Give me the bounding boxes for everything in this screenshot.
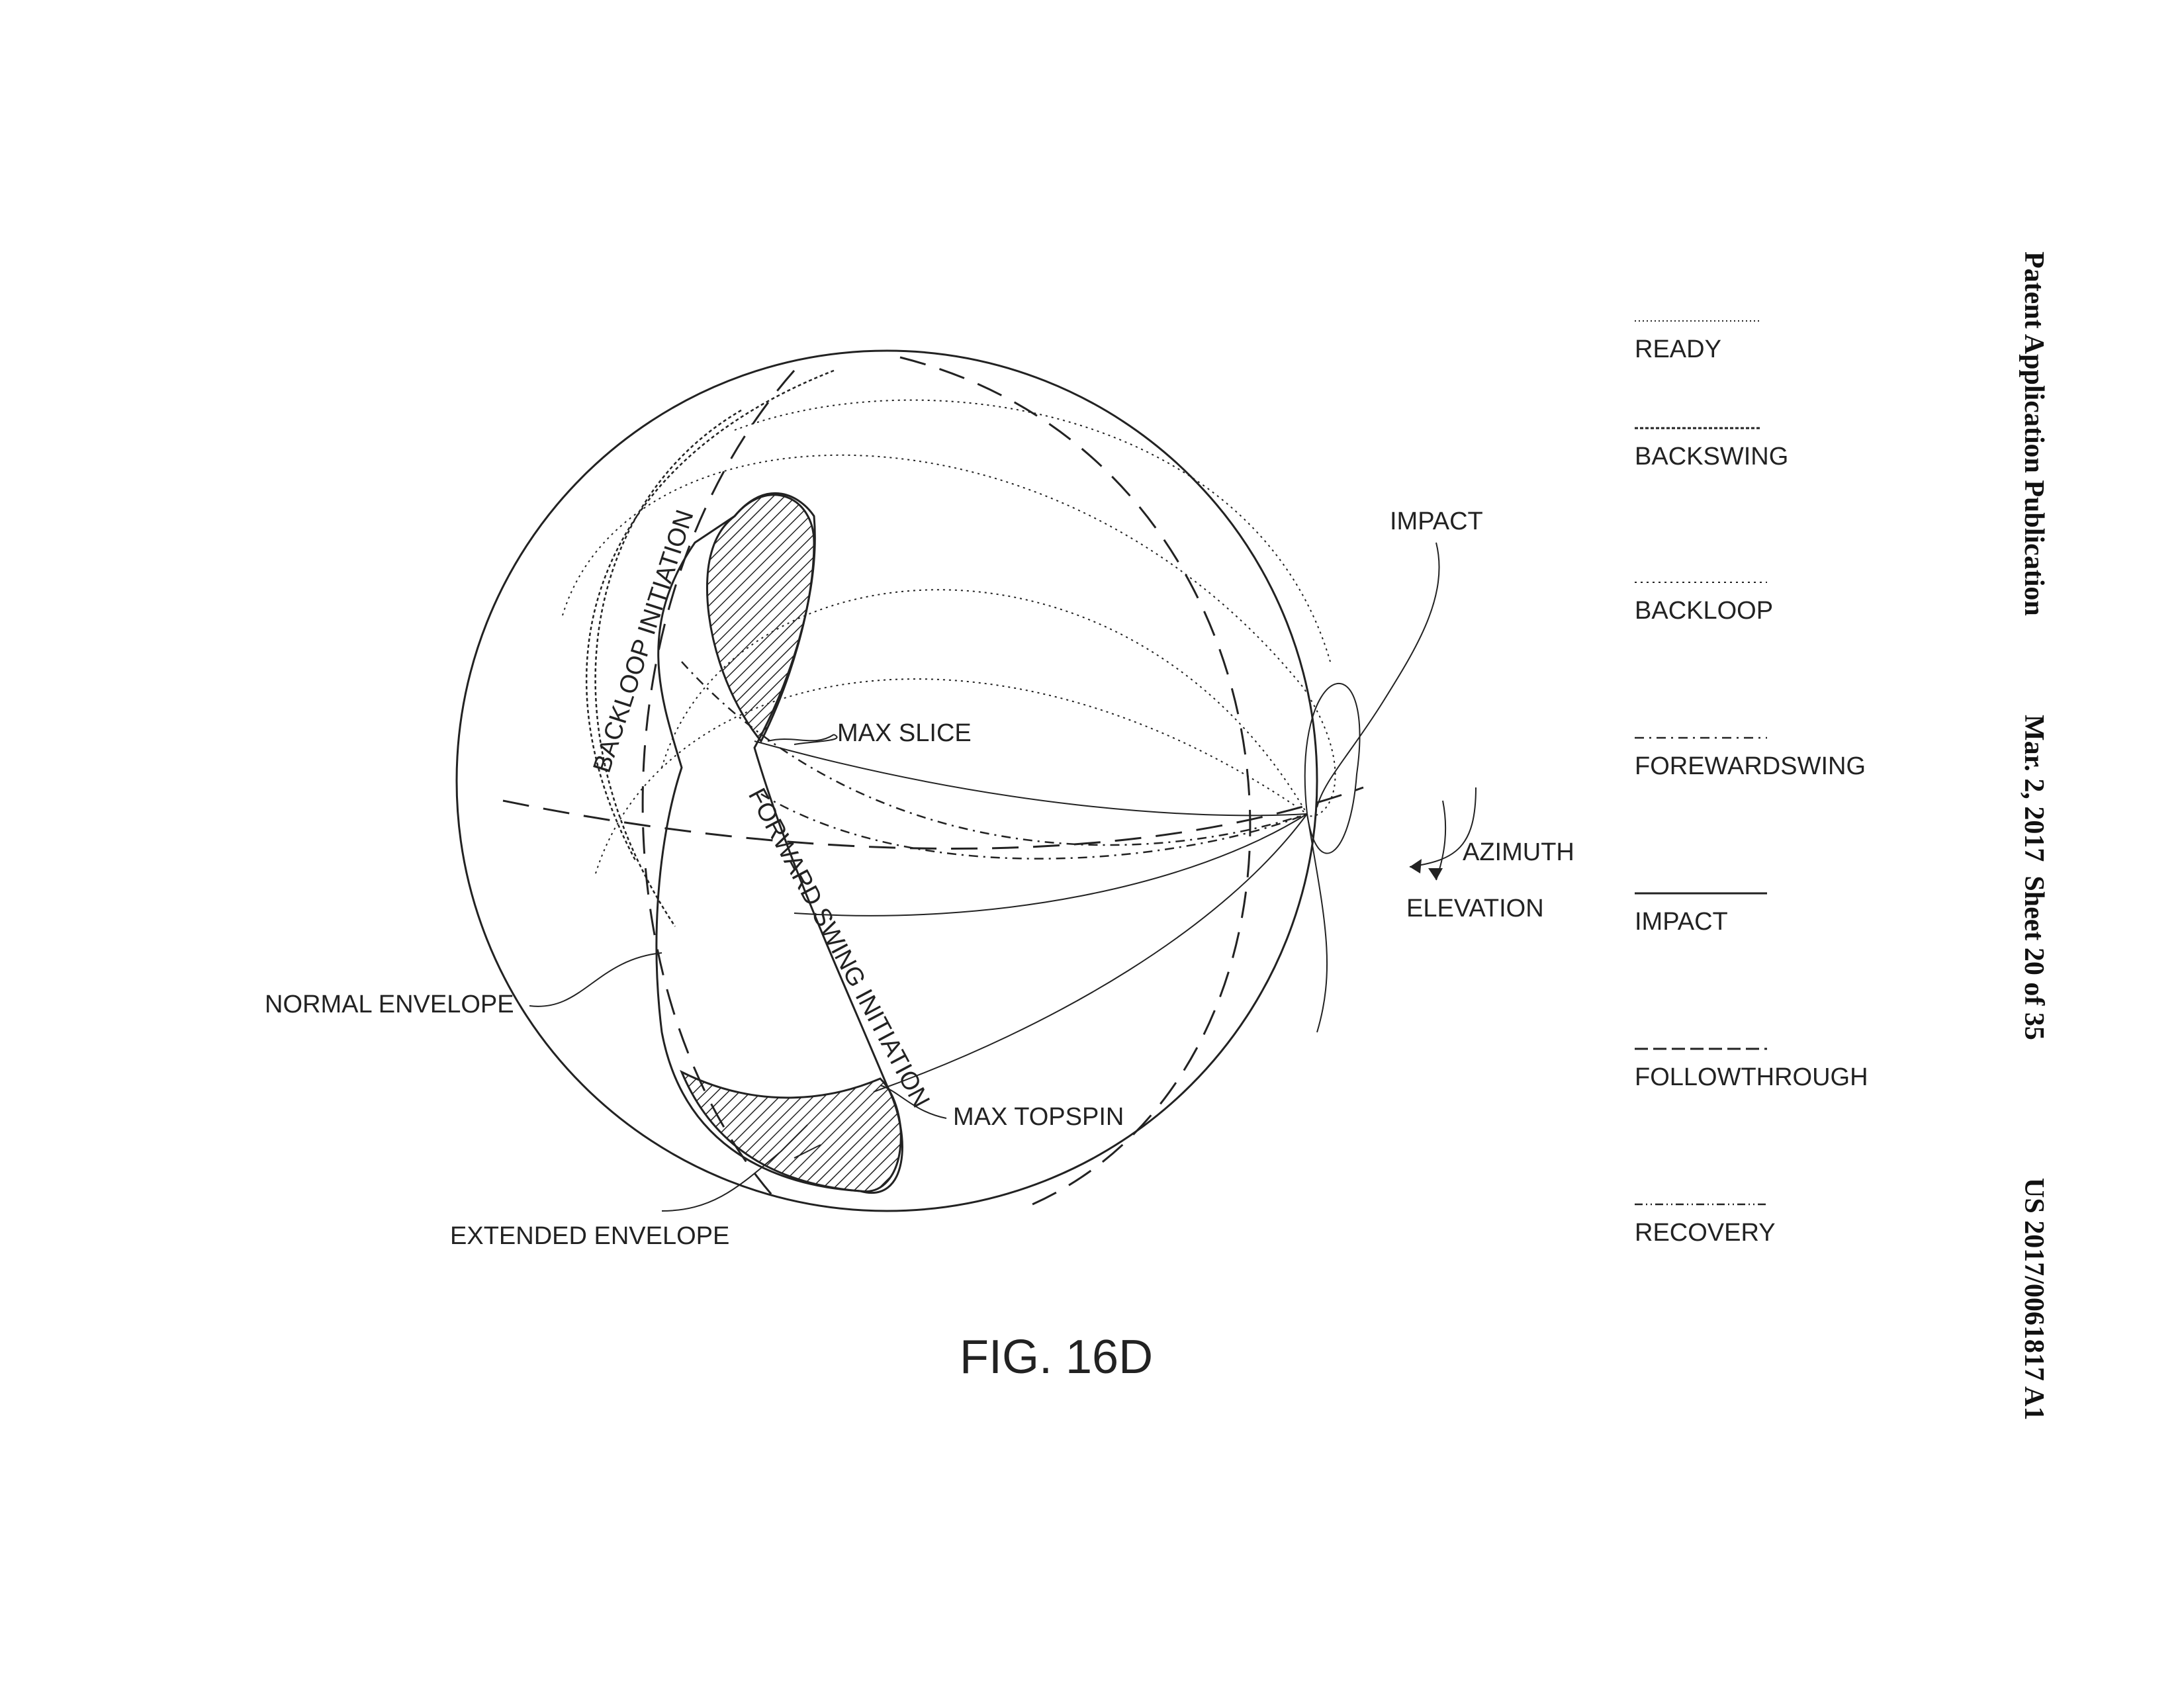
label-max-topspin: MAX TOPSPIN xyxy=(953,1103,1124,1131)
leader-max-slice xyxy=(768,735,834,741)
trajectory-impact-1 xyxy=(754,741,1307,815)
legend-label-recovery: RECOVERY xyxy=(1635,1219,1776,1247)
trajectory-backloop-3 xyxy=(735,400,1330,662)
trajectory-followthrough xyxy=(874,814,1307,1092)
trajectory-backswing-2 xyxy=(596,410,741,926)
legend: READY BACKSWING BACKLOOP FOREWARDSWING I… xyxy=(1635,321,1868,1247)
legend-item-forewardswing: FOREWARDSWING xyxy=(1635,738,1866,780)
legend-label-backloop: BACKLOOP xyxy=(1635,597,1773,625)
legend-item-recovery: RECOVERY xyxy=(1635,1204,1776,1247)
impact-loop xyxy=(1305,684,1360,854)
label-extended-envelope: EXTENDED ENVELOPE xyxy=(450,1222,729,1250)
label-max-slice: MAX SLICE xyxy=(837,719,972,747)
max-topspin-region xyxy=(682,1072,901,1192)
swing-sphere-diagram xyxy=(457,351,1476,1211)
legend-label-ready: READY xyxy=(1635,335,1721,363)
date-sheet: Mar. 2, 2017 Sheet 20 of 35 xyxy=(2019,715,2049,1040)
legend-item-followthrough: FOLLOWTHROUGH xyxy=(1635,1049,1868,1091)
sphere-outline xyxy=(457,351,1317,1211)
label-impact: IMPACT xyxy=(1390,508,1483,535)
legend-item-impact: IMPACT xyxy=(1635,893,1767,936)
legend-item-backswing: BACKSWING xyxy=(1635,428,1788,470)
figure-caption: FIG. 16D xyxy=(960,1331,1153,1384)
label-forward-swing-initiation: FORWARD SWING INITIATION xyxy=(743,784,934,1112)
elevation-arrowhead xyxy=(1428,868,1443,880)
legend-item-backloop: BACKLOOP xyxy=(1635,582,1773,625)
equator-dashed xyxy=(503,787,1363,849)
legend-label-impact: IMPACT xyxy=(1635,908,1728,936)
trajectory-backloop-1 xyxy=(596,679,1307,873)
label-normal-envelope: NORMAL ENVELOPE xyxy=(265,991,514,1018)
publication-title: Patent Application Publication xyxy=(2019,251,2049,616)
azimuth-arrowhead xyxy=(1410,859,1422,873)
legend-item-ready: READY xyxy=(1635,321,1760,363)
label-azimuth: AZIMUTH xyxy=(1463,838,1574,866)
legend-label-followthrough: FOLLOWTHROUGH xyxy=(1635,1063,1868,1091)
publication-number: US 2017/0061817 A1 xyxy=(2019,1178,2049,1420)
leader-normal-envelope xyxy=(529,953,662,1006)
legend-label-backswing: BACKSWING xyxy=(1635,443,1788,470)
label-elevation: ELEVATION xyxy=(1406,895,1544,922)
label-backloop-initiation: BACKLOOP INITIATION xyxy=(588,507,700,776)
trajectory-impact-2 xyxy=(794,814,1307,916)
legend-label-forewardswing: FOREWARDSWING xyxy=(1635,752,1866,780)
page-header: Patent Application Publication Mar. 2, 2… xyxy=(2019,251,2049,1420)
trajectory-forwardswing-2 xyxy=(761,794,1307,859)
